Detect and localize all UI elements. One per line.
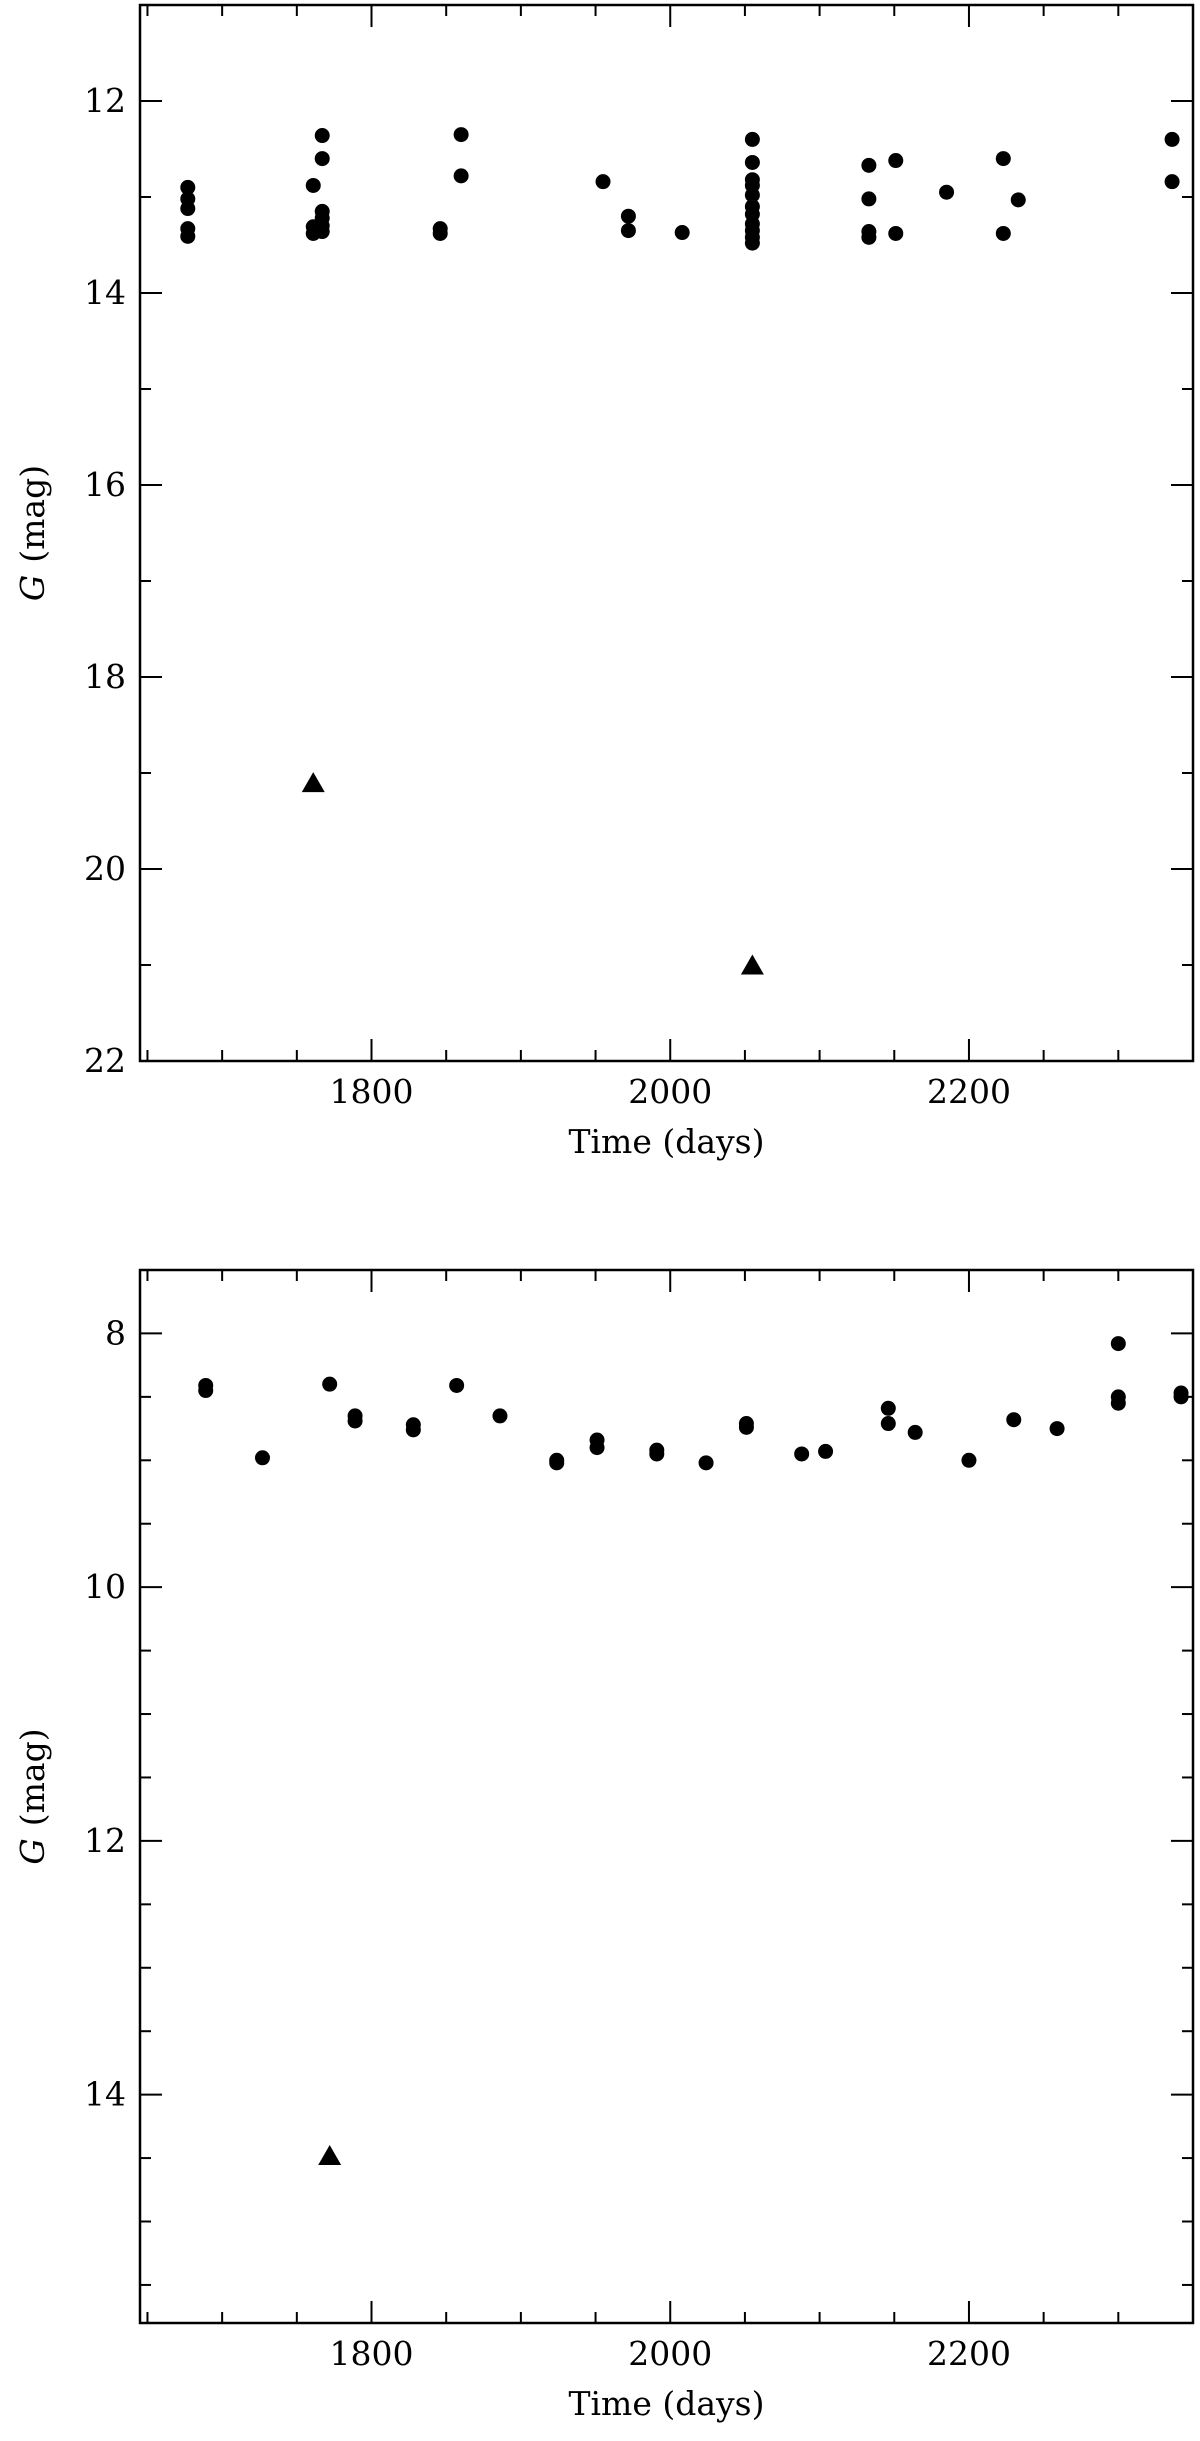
x-tick-label: 2000	[628, 2334, 712, 2373]
data-point-circle	[449, 1377, 465, 1393]
data-point-triangle	[740, 954, 764, 975]
data-point-circle	[1049, 1421, 1065, 1437]
x-axis-label: Time (days)	[568, 2384, 764, 2423]
data-point-circle	[198, 1383, 214, 1399]
data-point-circle	[180, 179, 196, 195]
x-tick-label: 2000	[628, 1072, 712, 1111]
data-point-circle	[305, 177, 321, 193]
data-point-circle	[961, 1452, 977, 1468]
x-axis-label: Time (days)	[568, 1122, 764, 1161]
plot-frame	[138, 3, 1195, 1063]
data-point-circle	[1164, 131, 1180, 147]
data-point-circle	[939, 184, 955, 200]
data-point-circle	[620, 208, 636, 224]
data-point-circle	[995, 225, 1011, 241]
data-point-circle	[744, 131, 760, 147]
data-point-circle	[492, 1408, 508, 1424]
data-point-circle	[1110, 1336, 1126, 1352]
y-axis-unit: (mag)	[13, 1728, 52, 1826]
data-point-circle	[880, 1416, 896, 1432]
data-point-circle	[888, 225, 904, 241]
data-point-circle	[861, 191, 877, 207]
chart-panel-1: 1800 2000 2200 12 14 16 18 20 22 Time (days) G (mag…	[13, 3, 1195, 1161]
data-point-circle	[744, 235, 760, 251]
data-point-circle	[1010, 192, 1026, 208]
data-point-circle	[888, 153, 904, 169]
y-tick-label: 20	[84, 849, 126, 888]
y-axis-unit: (mag)	[13, 465, 52, 563]
data-point-triangle	[318, 2145, 342, 2166]
x-tick-label: 2200	[927, 1072, 1011, 1111]
y-tick-label: 12	[84, 1821, 126, 1860]
data-point-circle	[995, 151, 1011, 167]
data-point-circle	[794, 1446, 810, 1462]
data-point-circle	[907, 1424, 923, 1440]
data-point-circle	[589, 1440, 605, 1456]
data-point-circle	[1173, 1389, 1189, 1405]
data-point-circle	[322, 1376, 338, 1392]
data-point-circle	[744, 154, 760, 170]
data-point-circle	[180, 228, 196, 244]
y-tick-label: 12	[84, 81, 126, 120]
y-tick-label: 8	[105, 1313, 126, 1352]
data-point-circle	[595, 174, 611, 190]
data-point-circle	[314, 128, 330, 144]
y-axis-label: G (mag)	[13, 1728, 52, 1864]
x-tick-label: 1800	[330, 1072, 414, 1111]
y-tick-label: 22	[84, 1041, 126, 1080]
data-point-circle	[1006, 1412, 1022, 1428]
plot-frame	[138, 1268, 1195, 2325]
data-point-triangle	[301, 772, 325, 793]
data-point-circle	[861, 157, 877, 173]
data-point-circle	[620, 223, 636, 239]
data-point-circle	[744, 187, 760, 203]
data-point-circle	[649, 1446, 665, 1462]
y-axis-symbol: G	[13, 575, 52, 601]
y-tick-label: 10	[84, 1567, 126, 1606]
data-point-circle	[453, 127, 469, 143]
data-point-circle	[818, 1443, 834, 1459]
data-point-circle	[861, 229, 877, 245]
data-point-circle	[1110, 1395, 1126, 1411]
data-point-circle	[549, 1455, 565, 1471]
data-point-circle	[254, 1450, 270, 1466]
y-axis-symbol: G	[13, 1838, 52, 1864]
data-point-circle	[674, 225, 690, 241]
data-point-circle	[1164, 174, 1180, 190]
data-point-circle	[453, 168, 469, 184]
data-point-circle	[405, 1422, 421, 1438]
data-point-circle	[314, 151, 330, 167]
y-tick-label: 18	[84, 657, 126, 696]
x-tick-label: 1800	[330, 2334, 414, 2373]
y-tick-label: 16	[84, 465, 126, 504]
y-tick-label: 14	[84, 273, 126, 312]
data-point-circle	[698, 1455, 714, 1471]
data-point-circle	[432, 225, 448, 241]
x-tick-label: 2200	[927, 2334, 1011, 2373]
data-point-circle	[347, 1413, 363, 1429]
data-point-circle	[180, 201, 196, 217]
y-axis-label: G (mag)	[13, 465, 52, 601]
data-point-circle	[738, 1419, 754, 1435]
y-tick-label: 14	[84, 2075, 126, 2114]
data-point-circle	[880, 1400, 896, 1416]
chart-panel-2: 1800 2000 2200 8 10 12 14 Time (days) G (mag)	[13, 1268, 1195, 2423]
data-point-circle	[314, 224, 330, 240]
